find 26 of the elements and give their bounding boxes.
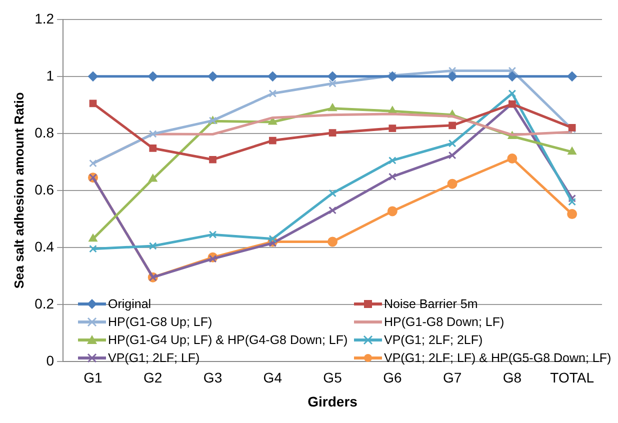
- legend-label: HP(G1-G8 Up; LF): [108, 314, 212, 330]
- legend-label: VP(G1; 2LF; LF) & HP(G5-G8 Down; LF): [384, 350, 612, 366]
- x-tick-label: G5: [323, 370, 342, 386]
- y-tick-label: 1: [46, 67, 54, 84]
- x-tick-label: G6: [383, 370, 402, 386]
- legend-label: Original: [108, 296, 152, 312]
- y-tick-label: 0.6: [34, 181, 54, 198]
- x-tick-label: G1: [84, 370, 103, 386]
- y-axis-title: Sea salt adhesion amount Ratio: [11, 92, 26, 289]
- legend-label: Noise Barrier 5m: [384, 296, 478, 312]
- y-tick-label: 0.4: [34, 238, 54, 254]
- legend-label: HP(G1-G8 Down; LF): [384, 314, 504, 330]
- x-tick-label: G4: [263, 370, 282, 386]
- x-tick-label: TOTAL: [550, 370, 594, 386]
- y-tick-label: 1.2: [34, 10, 54, 26]
- x-tick-label: G8: [502, 370, 522, 386]
- legend-label: VP(G1; 2LF; LF): [108, 350, 200, 366]
- x-tick-label: G7: [442, 370, 462, 386]
- legend-label: VP(G1; 2LF; 2LF): [384, 332, 483, 348]
- x-tick-label: G3: [203, 370, 222, 386]
- x-axis-title: Girders: [308, 393, 358, 410]
- legend-label: HP(G1-G4 Up; LF) & HP(G4-G8 Down; LF): [108, 332, 348, 348]
- y-tick-label: 0.2: [34, 295, 54, 312]
- x-tick-label: G2: [144, 370, 162, 386]
- y-tick-label: 0: [46, 352, 54, 368]
- y-tick-label: 0.8: [34, 124, 54, 140]
